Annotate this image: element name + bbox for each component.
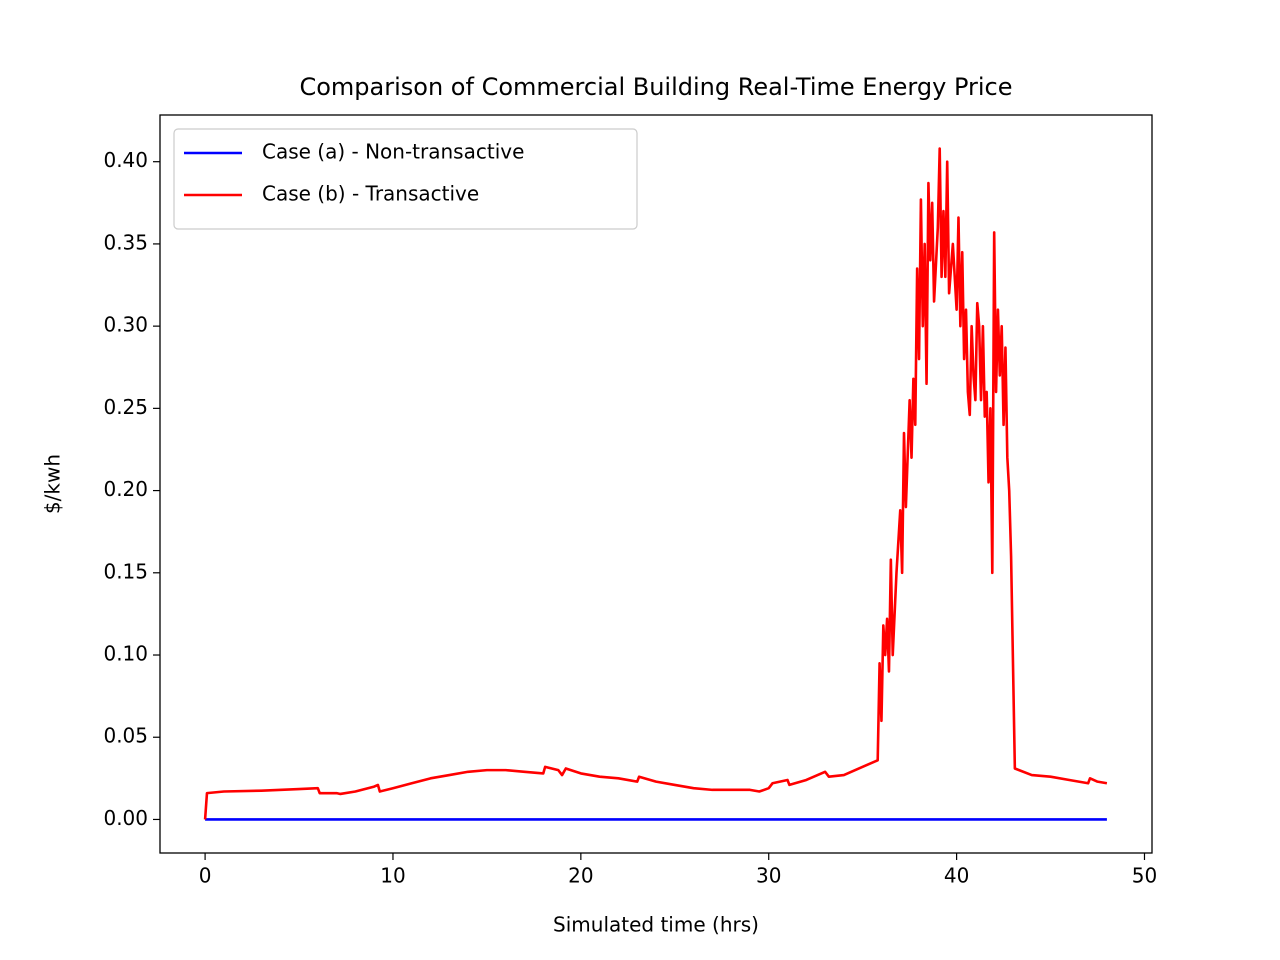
y-tick-label: 0.05 — [103, 724, 148, 748]
y-tick-label: 0.00 — [103, 806, 148, 830]
y-tick-label: 0.30 — [103, 313, 148, 337]
x-tick-label: 20 — [568, 864, 593, 888]
y-tick-label: 0.40 — [103, 148, 148, 172]
x-tick-label: 40 — [944, 864, 969, 888]
y-tick-label: 0.20 — [103, 477, 148, 501]
y-axis-label: $/kwh — [41, 454, 65, 514]
x-tick-label: 30 — [756, 864, 781, 888]
x-tick-label: 0 — [199, 864, 212, 888]
y-tick-label: 0.10 — [103, 642, 148, 666]
legend-label: Case (b) - Transactive — [262, 182, 479, 206]
legend-label: Case (a) - Non-transactive — [262, 140, 524, 164]
y-tick-label: 0.15 — [103, 559, 148, 583]
plot-frame — [159, 114, 1153, 854]
legend-box — [173, 128, 638, 230]
x-tick-label: 50 — [1132, 864, 1157, 888]
y-tick-label: 0.35 — [103, 230, 148, 254]
chart-title: Comparison of Commercial Building Real-T… — [299, 73, 1012, 101]
x-tick-label: 10 — [380, 864, 405, 888]
data-line — [203, 147, 1108, 820]
x-axis-label: Simulated time (hrs) — [553, 913, 759, 937]
y-tick-label: 0.25 — [103, 395, 148, 419]
